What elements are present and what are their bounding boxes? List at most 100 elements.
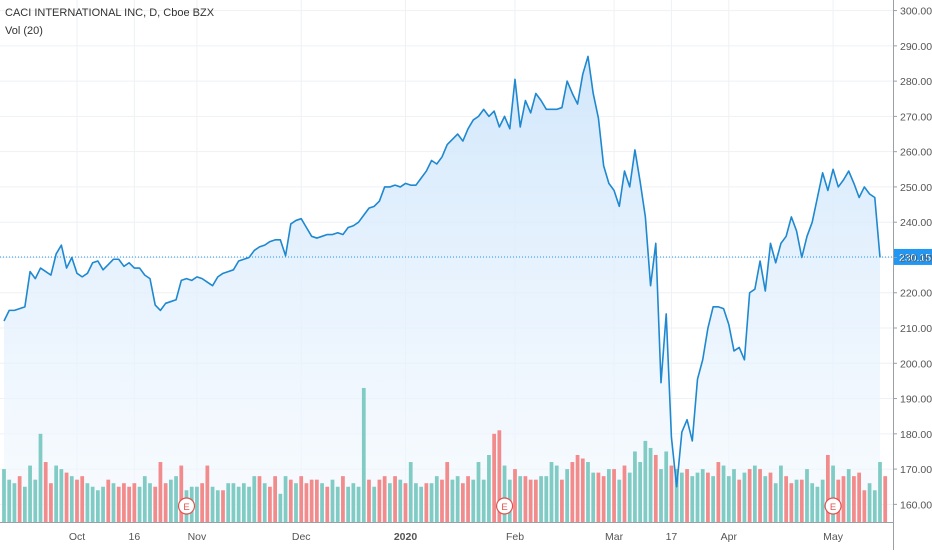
earnings-badge-label: E	[183, 502, 189, 513]
volume-bar	[377, 479, 382, 522]
price-tick-label: 240.00	[900, 217, 932, 229]
volume-bar	[304, 483, 309, 522]
volume-bar	[617, 479, 622, 522]
volume-bar	[523, 476, 528, 522]
volume-bar	[22, 486, 27, 522]
volume-bar	[38, 433, 43, 522]
volume-bar	[75, 479, 79, 522]
time-axis[interactable]: Oct 16 Nov Dec 2020 Feb Mar 17 Apr May	[0, 522, 894, 544]
volume-bar	[591, 472, 596, 522]
volume-bar	[841, 476, 846, 522]
volume-bar	[252, 476, 257, 522]
volume-bar	[28, 465, 32, 522]
earnings-marker[interactable]: E	[495, 497, 514, 515]
volume-bar	[132, 483, 137, 522]
volume-bar	[481, 479, 486, 522]
volume-bar	[732, 469, 736, 522]
volume-bar	[273, 476, 278, 522]
volume-bar	[643, 440, 648, 522]
volume-bar	[80, 476, 85, 522]
volume-bar	[122, 483, 126, 522]
volume-bar	[872, 490, 877, 522]
volume-bar	[653, 454, 658, 522]
volume-bar	[883, 476, 888, 522]
volume-bar	[325, 486, 330, 522]
symbol-title[interactable]: CACI INTERNATIONAL INC, D, Cboe BZX	[5, 7, 215, 19]
volume-bar	[706, 472, 710, 522]
volume-bar	[565, 469, 570, 522]
price-tick-label: 170.00	[900, 464, 932, 476]
volume-bar	[7, 479, 12, 522]
volume-bar	[367, 479, 371, 522]
volume-bar	[137, 486, 142, 522]
volume-bar	[226, 483, 231, 522]
price-axis[interactable]: 160.00 170.00 180.00 190.00 200.00 210.00 220.…	[893, 0, 932, 550]
volume-series	[2, 387, 888, 522]
volume-bar	[596, 472, 601, 522]
volume-bar	[179, 465, 184, 522]
volume-bar	[497, 430, 502, 522]
volume-bar	[111, 483, 116, 522]
price-tick-label: 210.00	[900, 323, 932, 335]
volume-bar	[2, 469, 6, 522]
volume-bar	[398, 479, 403, 522]
volume-bar	[518, 476, 523, 522]
volume-bar	[278, 493, 283, 522]
volume-bar	[341, 476, 345, 522]
volume-bar	[59, 469, 64, 522]
volume-bar	[387, 483, 392, 522]
volume-bar	[351, 483, 356, 522]
volume-bar	[440, 479, 444, 522]
volume-bar	[721, 465, 726, 522]
volume-bar	[445, 462, 450, 522]
volume-bar	[12, 483, 17, 522]
volume-bar	[142, 476, 147, 522]
price-tick-label: 290.00	[900, 41, 932, 53]
volume-bar	[799, 479, 804, 522]
earnings-badge-label: E	[830, 502, 836, 513]
volume-bar	[857, 472, 862, 522]
earnings-marker[interactable]: E	[177, 497, 196, 515]
volume-bar	[393, 476, 397, 522]
price-tick-label: 180.00	[900, 429, 932, 441]
price-tick-label: 200.00	[900, 358, 932, 370]
volume-bar	[878, 462, 882, 522]
price-area-series	[4, 56, 880, 523]
volume-bar	[815, 486, 820, 522]
price-tick-label: 280.00	[900, 76, 932, 88]
volume-bar	[153, 486, 158, 522]
time-tick-label: Oct	[69, 531, 85, 543]
volume-bar	[700, 469, 705, 522]
volume-bar	[127, 486, 132, 522]
volume-bar	[361, 387, 366, 522]
price-line	[3, 55, 881, 488]
volume-indicator-label[interactable]: Vol (20)	[5, 25, 43, 37]
time-tick-label: Mar	[605, 531, 624, 543]
volume-bar	[262, 483, 267, 522]
volume-bar	[825, 454, 830, 522]
volume-bar	[502, 465, 507, 522]
volume-bar	[205, 465, 210, 522]
volume-bar	[106, 479, 111, 522]
volume-bar	[601, 476, 606, 522]
price-tick-label: 220.00	[900, 288, 932, 300]
volume-bar	[54, 465, 59, 522]
volume-bar	[586, 462, 590, 522]
volume-bar	[606, 469, 611, 522]
volume-bar	[116, 486, 121, 522]
volume-bar	[17, 476, 22, 522]
volume-bar	[221, 490, 225, 522]
volume-bar	[424, 483, 429, 522]
volume-bar	[450, 479, 455, 522]
volume-bar	[669, 465, 674, 522]
volume-bar	[299, 476, 304, 522]
price-area-fill	[4, 56, 880, 523]
volume-bar	[43, 462, 48, 522]
volume-bar	[528, 479, 533, 522]
volume-bar	[533, 479, 538, 522]
volume-bar	[294, 483, 298, 522]
earnings-marker[interactable]: E	[824, 497, 842, 515]
volume-bar	[382, 476, 387, 522]
